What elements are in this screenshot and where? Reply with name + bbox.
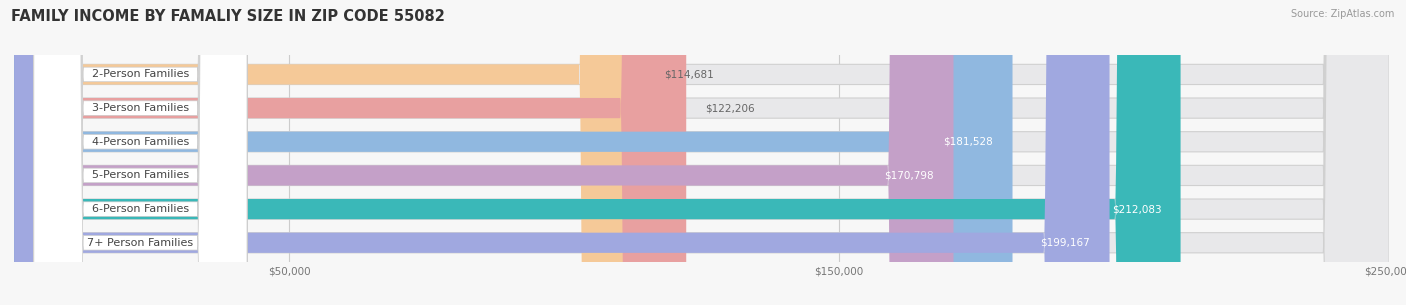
Text: $114,681: $114,681 <box>664 70 714 79</box>
Text: $170,798: $170,798 <box>884 170 934 181</box>
FancyBboxPatch shape <box>14 0 686 305</box>
Text: $181,528: $181,528 <box>943 137 993 147</box>
FancyBboxPatch shape <box>14 0 1389 305</box>
Text: $199,167: $199,167 <box>1040 238 1090 248</box>
FancyBboxPatch shape <box>34 0 247 305</box>
FancyBboxPatch shape <box>14 0 1012 305</box>
Text: Source: ZipAtlas.com: Source: ZipAtlas.com <box>1291 9 1395 19</box>
FancyBboxPatch shape <box>14 0 645 305</box>
FancyBboxPatch shape <box>14 0 1389 305</box>
Text: 6-Person Families: 6-Person Families <box>91 204 188 214</box>
FancyBboxPatch shape <box>14 0 1109 305</box>
Text: 7+ Person Families: 7+ Person Families <box>87 238 194 248</box>
FancyBboxPatch shape <box>34 0 247 305</box>
FancyBboxPatch shape <box>34 0 247 305</box>
Text: FAMILY INCOME BY FAMALIY SIZE IN ZIP CODE 55082: FAMILY INCOME BY FAMALIY SIZE IN ZIP COD… <box>11 9 446 24</box>
FancyBboxPatch shape <box>34 0 247 305</box>
FancyBboxPatch shape <box>14 0 1389 305</box>
FancyBboxPatch shape <box>14 0 1389 305</box>
FancyBboxPatch shape <box>14 0 1181 305</box>
FancyBboxPatch shape <box>14 0 1389 305</box>
FancyBboxPatch shape <box>34 0 247 305</box>
Text: $122,206: $122,206 <box>706 103 755 113</box>
Text: 3-Person Families: 3-Person Families <box>91 103 188 113</box>
Text: 4-Person Families: 4-Person Families <box>91 137 188 147</box>
FancyBboxPatch shape <box>34 0 247 305</box>
FancyBboxPatch shape <box>14 0 953 305</box>
Text: $212,083: $212,083 <box>1112 204 1161 214</box>
Text: 5-Person Families: 5-Person Families <box>91 170 188 181</box>
Text: 2-Person Families: 2-Person Families <box>91 70 188 79</box>
FancyBboxPatch shape <box>14 0 1389 305</box>
